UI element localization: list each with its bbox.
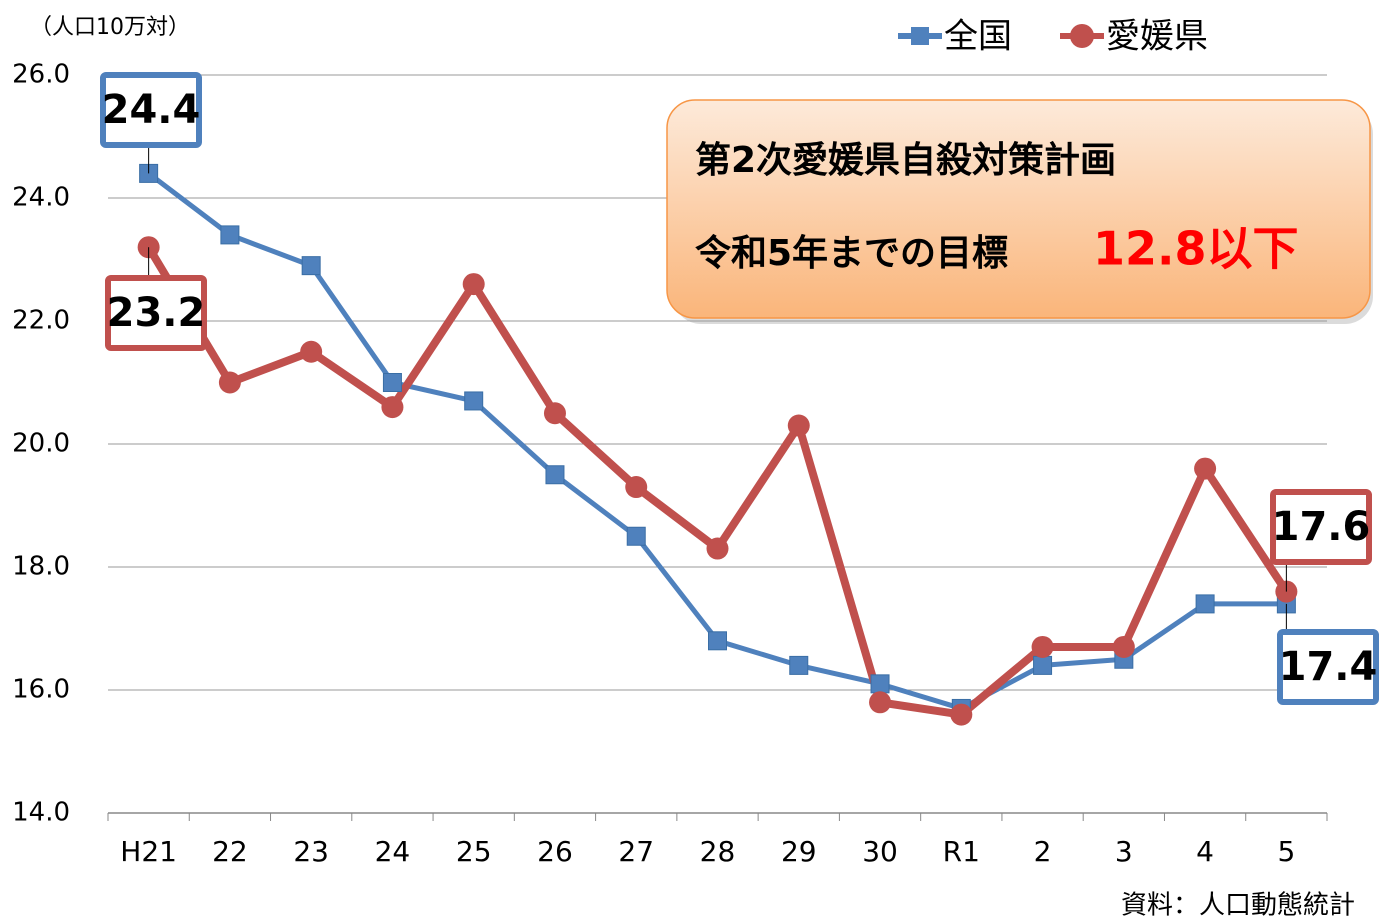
marker bbox=[543, 402, 566, 425]
marker bbox=[950, 703, 973, 726]
marker bbox=[220, 225, 240, 245]
marker bbox=[218, 371, 241, 394]
y-tick-label: 22.0 bbox=[12, 306, 70, 336]
legend-label: 愛媛県 bbox=[1106, 17, 1208, 57]
y-tick-label: 20.0 bbox=[12, 429, 70, 459]
legend-marker bbox=[911, 27, 929, 45]
marker bbox=[869, 691, 892, 714]
marker bbox=[462, 273, 485, 296]
marker bbox=[708, 631, 727, 651]
x-tick-label: H21 bbox=[120, 835, 177, 868]
marker bbox=[1033, 655, 1053, 675]
callout-box bbox=[1277, 629, 1379, 705]
data-label: 23.2 bbox=[107, 290, 206, 336]
data-label: 24.4 bbox=[102, 87, 201, 133]
callout-box bbox=[105, 275, 207, 351]
marker bbox=[1112, 635, 1135, 658]
marker bbox=[545, 465, 565, 485]
marker bbox=[706, 537, 729, 560]
marker bbox=[300, 340, 323, 363]
x-tick-label: 30 bbox=[862, 835, 898, 868]
x-tick-label: 28 bbox=[700, 835, 736, 868]
y-tick-label: 24.0 bbox=[12, 183, 70, 213]
data-label: 17.4 bbox=[1279, 644, 1378, 690]
x-tick-label: 22 bbox=[212, 835, 248, 868]
x-tick-label: 2 bbox=[1034, 835, 1052, 868]
x-tick-label: 24 bbox=[375, 835, 411, 868]
legend-label: 全国 bbox=[944, 17, 1012, 57]
callout-box bbox=[100, 72, 202, 148]
callout-box bbox=[1270, 489, 1372, 565]
annotation-bg bbox=[666, 99, 1371, 319]
marker bbox=[787, 414, 810, 437]
annotation-goal-value: 12.8以下 bbox=[1093, 222, 1299, 276]
x-tick-label: 27 bbox=[618, 835, 654, 868]
marker bbox=[382, 373, 402, 392]
marker bbox=[626, 526, 646, 546]
y-tick-label: 16.0 bbox=[12, 675, 70, 705]
x-tick-label: 23 bbox=[293, 835, 329, 868]
marker bbox=[381, 396, 404, 419]
legend-marker bbox=[1070, 24, 1094, 48]
y-tick-label: 18.0 bbox=[12, 552, 70, 582]
marker bbox=[625, 476, 648, 499]
marker bbox=[1194, 457, 1217, 480]
y-tick-label: 14.0 bbox=[12, 798, 70, 828]
marker bbox=[1031, 635, 1054, 658]
x-tick-label: 26 bbox=[537, 835, 573, 868]
marker bbox=[789, 655, 809, 675]
x-tick-label: R1 bbox=[943, 835, 980, 868]
x-tick-label: 25 bbox=[456, 835, 492, 868]
x-tick-label: 29 bbox=[781, 835, 817, 868]
y-tick-label: 26.0 bbox=[12, 60, 70, 90]
source: 資料：人口動態統計 bbox=[1121, 891, 1355, 921]
marker bbox=[301, 256, 321, 276]
x-tick-label: 4 bbox=[1196, 835, 1214, 868]
marker bbox=[870, 674, 890, 694]
annotation-goal-label: 令和5年までの目標 bbox=[695, 233, 1008, 274]
marker bbox=[1195, 594, 1215, 614]
marker bbox=[464, 391, 484, 411]
annotation-title: 第2次愛媛県自殺対策計画 bbox=[695, 140, 1116, 181]
annotation-box: 第2次愛媛県自殺対策計画 令和5年までの目標 12.8以下 bbox=[666, 99, 1373, 324]
y-unit-label: （人口10万対） bbox=[30, 15, 190, 40]
x-tick-label: 3 bbox=[1115, 835, 1133, 868]
data-label: 17.6 bbox=[1272, 504, 1371, 550]
x-tick-label: 5 bbox=[1277, 835, 1295, 868]
